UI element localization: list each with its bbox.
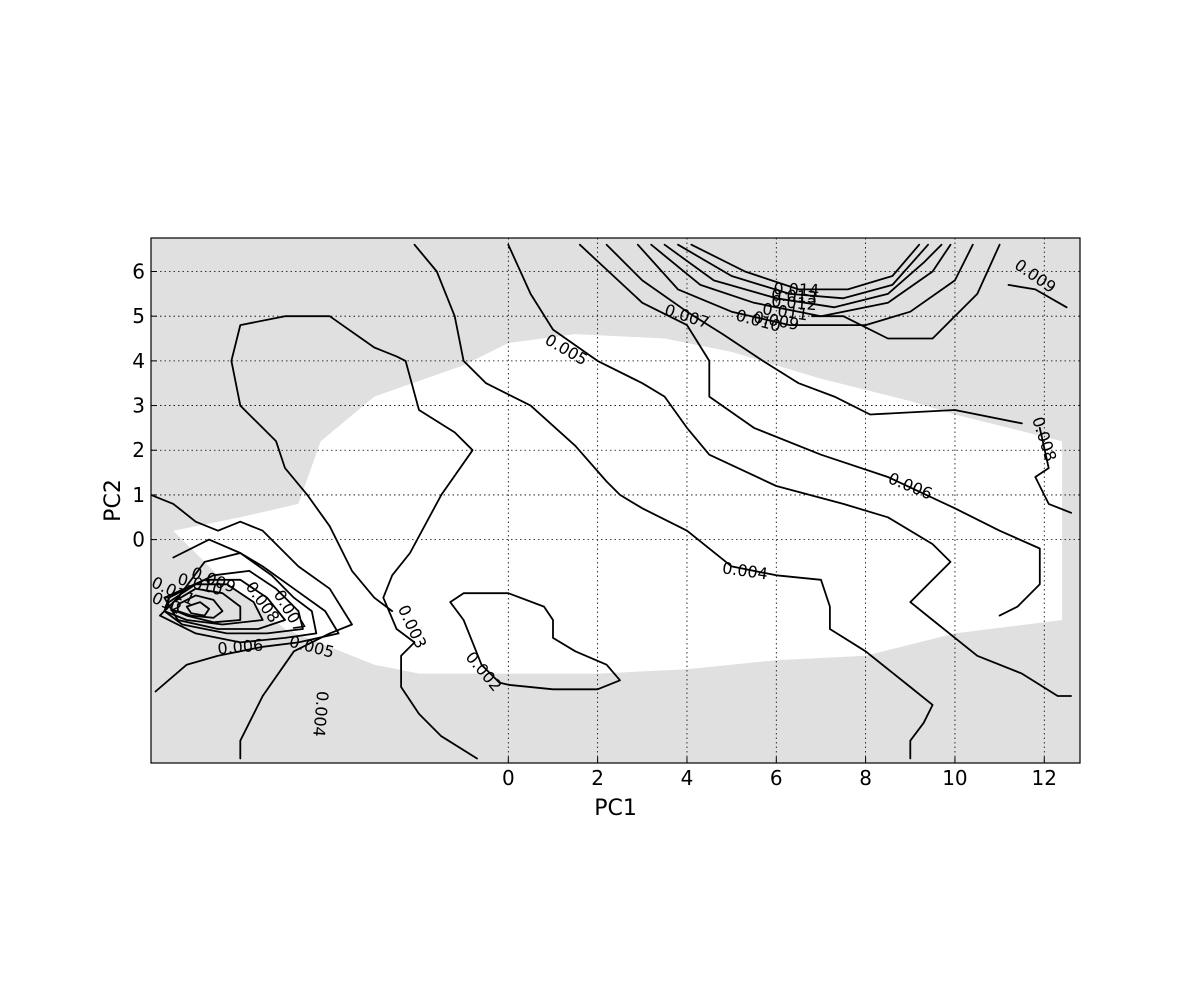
contour-line-0.008	[1034, 426, 1072, 514]
x-tick-label: 8	[859, 766, 872, 790]
contour-line-0.011	[650, 243, 952, 318]
contour-line-0.004	[413, 243, 934, 760]
contour-label-0.012: 0.012	[771, 291, 818, 314]
contour-line-0.005	[507, 243, 1072, 697]
x-tick-label: 6	[770, 766, 783, 790]
y-tick-label: 5	[132, 304, 145, 328]
y-tick-label: 0	[132, 528, 145, 552]
y-tick-label: 6	[132, 260, 145, 284]
contour-line-0.005	[154, 538, 340, 693]
contour-label-0.004: 0.004	[309, 690, 332, 737]
contour-line-0.006	[158, 552, 318, 644]
x-tick-label: 2	[591, 766, 604, 790]
x-tick-label: 4	[681, 766, 694, 790]
contour-label-0.014: 0.014	[773, 279, 819, 300]
x-tick-label: 0	[502, 766, 515, 790]
y-tick-label: 4	[132, 349, 145, 373]
contour-line-0.003	[230, 315, 478, 760]
plot-frame	[150, 237, 1081, 764]
contour-label-0.006: 0.006	[217, 635, 264, 658]
plot-area: 0.0020.0030.0040.0040.0050.0060.0070.008…	[150, 237, 1081, 764]
contour-label-0.013: 0.013	[771, 285, 818, 306]
x-tick-label: 10	[942, 766, 967, 790]
contour-line-0.009	[163, 583, 264, 626]
contour-line-0.014	[690, 243, 921, 291]
x-axis: 0 2 4 6 8 10 12	[502, 757, 1057, 790]
x-axis-label: PC1	[594, 796, 637, 821]
y-axis-label: PC2	[101, 479, 126, 522]
contour-line-0.004	[151, 493, 353, 760]
y-tick-label: 2	[132, 438, 145, 462]
contour-line-0.007	[163, 570, 304, 635]
valid-data-region	[173, 334, 1063, 674]
contour-line-0.008	[163, 578, 286, 630]
contour-line-0.013	[677, 243, 929, 300]
contour-line-0.010	[170, 587, 242, 624]
y-tick-label: 1	[132, 483, 145, 507]
contour-line-0.007	[605, 243, 1023, 425]
contour-line-0.002	[449, 592, 621, 691]
contour-line-0.009	[1007, 283, 1068, 309]
contour-line-0.009	[811, 243, 1001, 340]
contour-line-0.010	[636, 243, 974, 327]
contour-lines	[151, 243, 1072, 760]
contour-line-0.011	[176, 594, 224, 619]
contour-line-0.012	[185, 601, 211, 617]
contour-line-0.006	[578, 243, 1041, 617]
y-tick-label: 3	[132, 394, 145, 418]
x-tick-label: 12	[1032, 766, 1057, 790]
contour-line-0.012	[663, 243, 943, 309]
y-axis: 0 1 2 3 4 5 6	[132, 260, 157, 552]
